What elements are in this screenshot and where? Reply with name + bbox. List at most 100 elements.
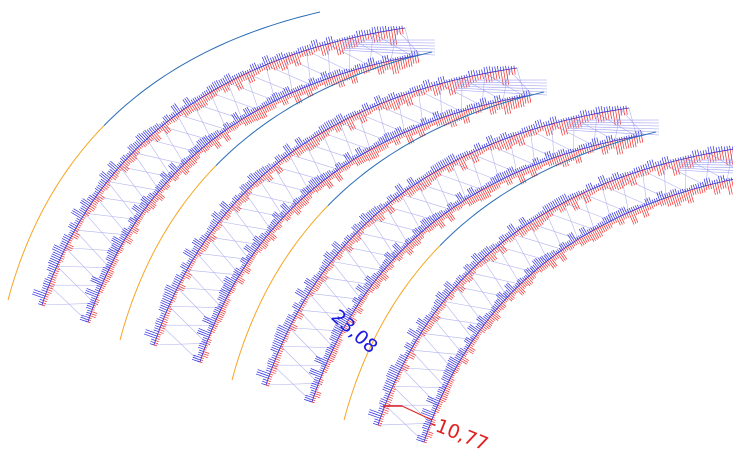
hatch-red [483, 148, 485, 152]
hatch-blue [477, 189, 479, 192]
hatch-red [301, 306, 304, 308]
hatch-red [454, 288, 457, 290]
brace [546, 212, 594, 229]
hatch-blue [503, 66, 504, 70]
hatch-red [311, 289, 315, 292]
hatch-red [359, 303, 362, 305]
hatch-blue [606, 136, 607, 142]
hatch-red [468, 348, 474, 352]
hatch-red [545, 126, 548, 136]
hatch-red [438, 308, 441, 311]
hatch-red [321, 81, 323, 85]
hatch-blue [570, 194, 572, 198]
hatch-blue [469, 104, 470, 108]
hatch-red [190, 264, 193, 266]
hatch-red [71, 238, 74, 239]
hatch-red [314, 396, 320, 398]
hatch-blue [437, 395, 442, 397]
brace [686, 158, 687, 191]
hatch-red [503, 179, 505, 183]
hatch-red [256, 111, 261, 119]
hatch-blue [90, 280, 101, 285]
hatch-blue [526, 269, 531, 275]
hatch-red [215, 321, 219, 323]
hatch-blue [45, 279, 51, 281]
hatch-blue [305, 397, 313, 400]
hatch-red [220, 134, 222, 137]
hatch-red [463, 202, 465, 206]
hatch-blue [344, 241, 347, 244]
hatch-blue [197, 97, 199, 100]
hatch-red [83, 217, 86, 219]
hatch-red [499, 181, 501, 185]
hatch-red [47, 290, 52, 292]
hatch-blue [342, 242, 345, 245]
hatch-blue [305, 139, 307, 142]
hatch-blue [388, 371, 398, 375]
hatch-blue [219, 292, 227, 296]
hatch-blue [425, 174, 427, 177]
hatch-blue [241, 185, 246, 190]
hatch-red [196, 255, 199, 257]
hatch-blue [311, 385, 317, 387]
hatch-red [59, 262, 61, 263]
hatch-red [645, 206, 649, 216]
hatch-red [397, 197, 400, 201]
hatch-red [99, 291, 102, 292]
hatch-blue [378, 141, 380, 145]
hatch-blue [198, 352, 202, 354]
hatch-red [206, 345, 208, 346]
hatch-red [52, 279, 56, 281]
hatch-red [285, 338, 288, 339]
hatch-red [199, 249, 203, 252]
hatch-blue [129, 146, 134, 151]
hatch-blue [719, 147, 720, 152]
hatch-blue [464, 348, 467, 350]
hatch-red [713, 184, 716, 195]
hatch-red [333, 43, 335, 50]
hatch-blue [520, 225, 522, 228]
hatch-red [251, 258, 254, 260]
hatch-blue [251, 173, 258, 180]
hatch-red [269, 170, 272, 174]
hatch-red [440, 399, 445, 401]
hatch-blue [43, 283, 49, 285]
hatch-blue [393, 92, 395, 98]
hatch-red [157, 130, 160, 133]
hatch-red [450, 378, 454, 380]
hatch-red [198, 152, 200, 155]
hatch-blue [468, 194, 470, 197]
hatch-blue [394, 26, 395, 30]
hatch-red [446, 388, 450, 390]
hatch-red [477, 75, 478, 80]
hatch-blue [636, 167, 637, 171]
hatch-red [513, 291, 516, 294]
hatch-blue [652, 199, 653, 202]
hatch-red [230, 291, 233, 293]
hatch-blue [208, 328, 212, 330]
hatch-red [60, 260, 63, 261]
hatch-red [229, 293, 231, 294]
hatch-red [302, 199, 307, 205]
hatch-blue [484, 67, 485, 73]
hatch-blue [467, 151, 469, 155]
hatch-blue [640, 205, 641, 207]
hatch-red [342, 248, 345, 250]
hatch-blue [309, 181, 315, 188]
hatch-red [417, 127, 421, 137]
hatch-red [679, 194, 682, 203]
hatch-blue [202, 320, 213, 325]
hatch-blue [579, 191, 581, 195]
hatch-blue [531, 218, 533, 221]
hatch-blue [568, 149, 569, 152]
hatch-blue [695, 150, 696, 156]
hatch-red [212, 329, 216, 330]
hatch-red [415, 56, 416, 63]
hatch-blue [315, 358, 326, 363]
hatch-red [165, 315, 169, 317]
hatch-red [543, 162, 545, 166]
hatch-blue [230, 123, 232, 126]
hatch-blue [272, 355, 276, 357]
hatch-red [340, 168, 342, 171]
hatch-red [662, 199, 664, 205]
